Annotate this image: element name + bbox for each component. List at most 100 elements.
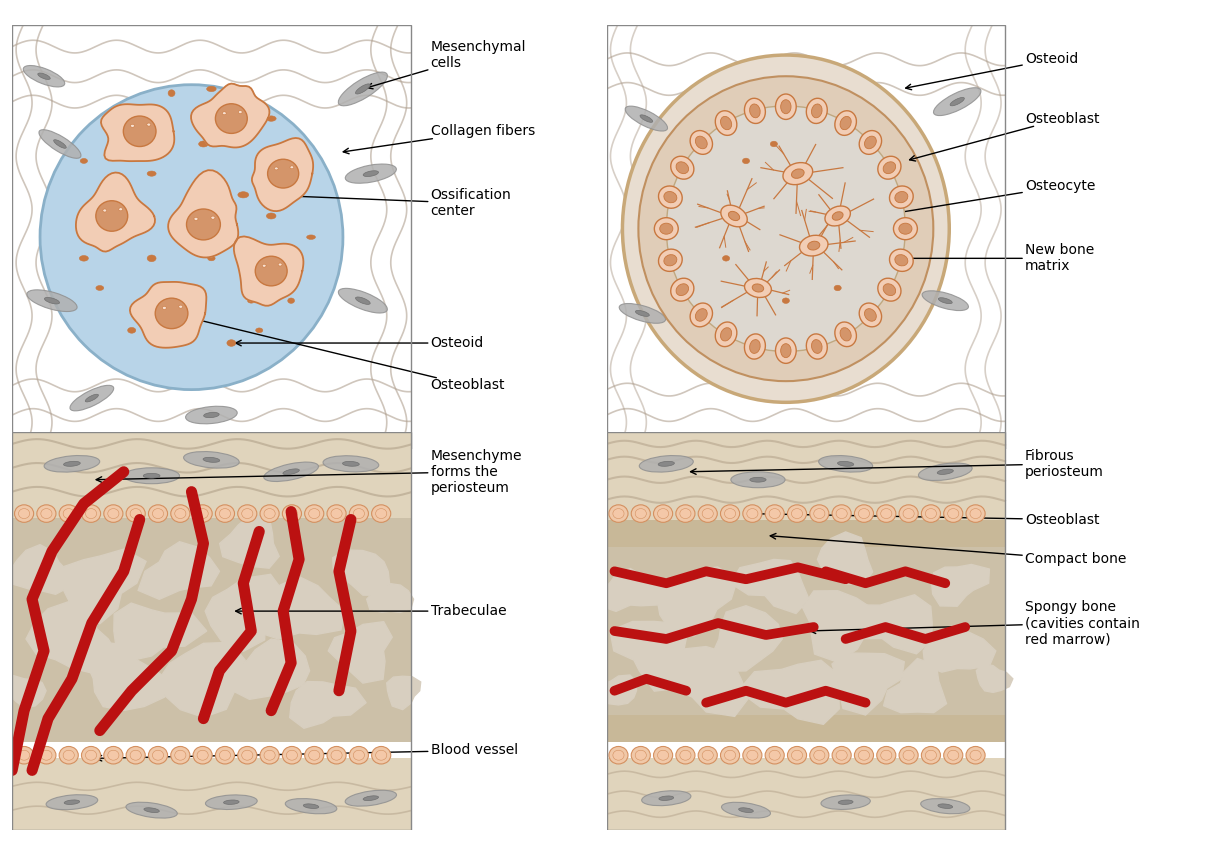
Ellipse shape (197, 750, 209, 761)
Ellipse shape (659, 796, 673, 800)
Ellipse shape (241, 508, 252, 518)
Text: Fibrous
periosteum: Fibrous periosteum (690, 449, 1104, 479)
Ellipse shape (895, 191, 907, 202)
Polygon shape (234, 236, 303, 306)
Ellipse shape (349, 746, 369, 764)
Ellipse shape (96, 285, 104, 291)
Ellipse shape (781, 344, 791, 357)
Ellipse shape (613, 508, 623, 518)
Ellipse shape (664, 191, 677, 202)
Ellipse shape (260, 746, 279, 764)
Ellipse shape (619, 303, 666, 324)
Ellipse shape (750, 340, 761, 353)
Ellipse shape (832, 746, 852, 764)
Ellipse shape (263, 462, 319, 481)
Ellipse shape (169, 90, 175, 97)
Ellipse shape (934, 88, 981, 115)
Ellipse shape (203, 457, 220, 462)
Ellipse shape (676, 505, 695, 523)
Ellipse shape (260, 505, 279, 523)
Ellipse shape (194, 218, 198, 220)
Ellipse shape (659, 186, 682, 208)
Ellipse shape (328, 746, 346, 764)
Ellipse shape (216, 103, 247, 134)
Ellipse shape (222, 112, 227, 114)
Ellipse shape (175, 750, 186, 761)
Polygon shape (101, 104, 175, 161)
Ellipse shape (353, 508, 364, 518)
Ellipse shape (283, 505, 302, 523)
Ellipse shape (883, 284, 895, 296)
Text: Osteoblast: Osteoblast (751, 511, 1099, 527)
Ellipse shape (966, 746, 985, 764)
Ellipse shape (921, 799, 970, 814)
Ellipse shape (770, 141, 778, 147)
Ellipse shape (278, 263, 283, 266)
Ellipse shape (53, 140, 67, 148)
Text: Blood vessel: Blood vessel (96, 744, 518, 761)
Ellipse shape (197, 508, 209, 518)
Ellipse shape (262, 264, 266, 267)
Polygon shape (290, 682, 366, 728)
Ellipse shape (59, 505, 79, 523)
Ellipse shape (304, 746, 324, 764)
Ellipse shape (854, 505, 873, 523)
Polygon shape (332, 550, 389, 595)
Ellipse shape (659, 462, 674, 467)
Ellipse shape (363, 796, 378, 800)
Text: Osteocyte: Osteocyte (882, 180, 1095, 217)
Ellipse shape (722, 802, 770, 818)
Polygon shape (976, 664, 1013, 692)
Ellipse shape (303, 804, 319, 808)
Ellipse shape (64, 800, 80, 805)
Ellipse shape (147, 255, 156, 262)
Ellipse shape (104, 746, 123, 764)
Polygon shape (159, 642, 245, 717)
Ellipse shape (835, 322, 856, 346)
Ellipse shape (745, 334, 765, 359)
Ellipse shape (664, 255, 677, 266)
Ellipse shape (657, 750, 668, 761)
Ellipse shape (899, 746, 918, 764)
Ellipse shape (859, 303, 882, 327)
Ellipse shape (338, 72, 387, 106)
Ellipse shape (922, 291, 968, 311)
Ellipse shape (80, 158, 87, 163)
Polygon shape (610, 622, 687, 691)
Ellipse shape (970, 750, 981, 761)
Ellipse shape (877, 505, 896, 523)
Ellipse shape (859, 750, 870, 761)
Ellipse shape (814, 508, 825, 518)
Ellipse shape (970, 508, 981, 518)
Ellipse shape (702, 508, 713, 518)
Ellipse shape (79, 256, 89, 261)
Ellipse shape (147, 171, 156, 176)
Ellipse shape (938, 804, 952, 808)
Polygon shape (252, 138, 313, 211)
Ellipse shape (731, 472, 785, 488)
Polygon shape (730, 559, 809, 613)
Ellipse shape (211, 216, 215, 219)
Ellipse shape (660, 223, 673, 234)
Polygon shape (255, 577, 344, 639)
Ellipse shape (175, 508, 186, 518)
Text: Osteoid: Osteoid (235, 336, 484, 350)
Ellipse shape (690, 130, 712, 154)
Ellipse shape (205, 795, 257, 810)
Ellipse shape (238, 746, 257, 764)
Ellipse shape (636, 311, 649, 316)
Ellipse shape (346, 790, 397, 806)
Polygon shape (192, 84, 269, 147)
Polygon shape (599, 568, 665, 612)
Ellipse shape (922, 746, 940, 764)
Ellipse shape (819, 456, 872, 472)
Polygon shape (818, 532, 872, 584)
Ellipse shape (642, 791, 691, 805)
FancyBboxPatch shape (12, 758, 411, 830)
Polygon shape (59, 549, 146, 623)
Ellipse shape (841, 116, 852, 130)
Ellipse shape (38, 73, 50, 80)
Polygon shape (712, 606, 782, 672)
Ellipse shape (791, 508, 803, 518)
Ellipse shape (865, 136, 876, 149)
